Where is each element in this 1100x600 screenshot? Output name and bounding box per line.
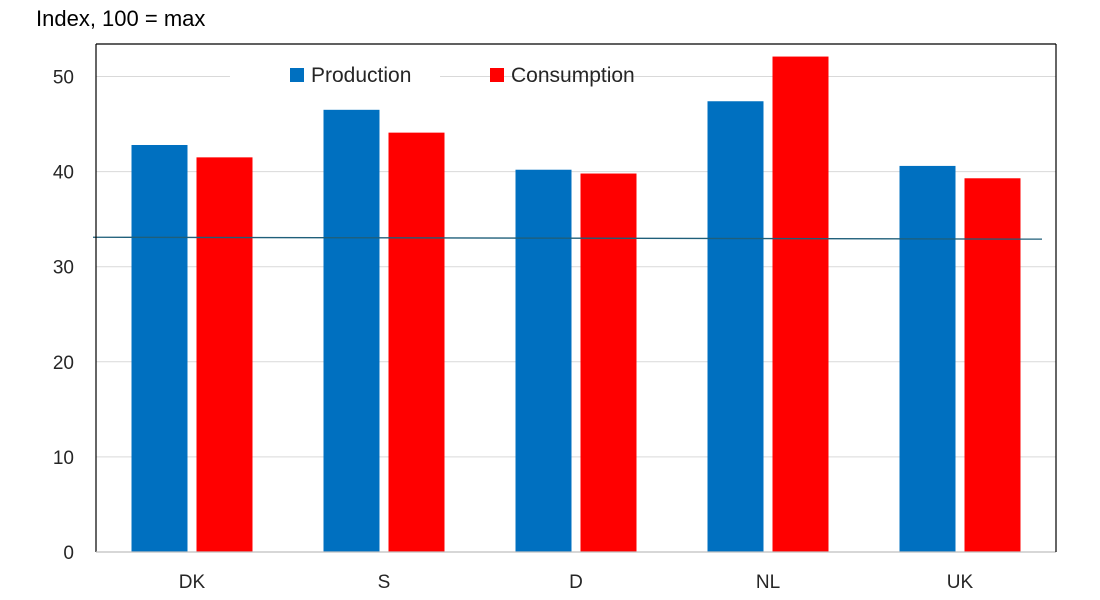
y-tick-label: 40 <box>53 163 74 184</box>
legend-swatch-production <box>290 68 304 82</box>
y-tick-label: 0 <box>63 543 74 564</box>
reference-line <box>92 236 1043 240</box>
axes: 0 10 20 30 40 50 DK S D NL UK <box>53 43 1057 593</box>
bar-consumption-dk <box>196 157 253 552</box>
y-tick-label: 20 <box>53 353 74 374</box>
legend-background <box>230 60 440 88</box>
bar-consumption-nl <box>772 56 829 552</box>
x-tick-label: S <box>378 572 391 593</box>
legend-label-consumption: Consumption <box>511 64 635 87</box>
x-tick-label: DK <box>179 572 206 593</box>
bars <box>131 56 1021 553</box>
legend-swatch-consumption <box>490 68 504 82</box>
bar-production-nl <box>707 101 764 552</box>
bar-production-dk <box>131 144 188 553</box>
x-tick-label: UK <box>947 572 974 593</box>
x-tick-label: D <box>569 572 583 593</box>
bar-consumption-d <box>580 173 637 552</box>
bar-consumption-uk <box>964 178 1021 553</box>
bar-consumption-s <box>388 132 445 552</box>
legend-label-production: Production <box>311 64 411 87</box>
y-tick-label: 10 <box>53 448 74 469</box>
x-tick-label: NL <box>756 572 780 593</box>
y-unit-label: Index, 100 = max <box>36 6 205 31</box>
bar-production-d <box>515 169 572 552</box>
reference-line-group <box>92 236 1043 240</box>
y-tick-label: 30 <box>53 258 74 279</box>
bar-production-uk <box>899 165 956 552</box>
legend: Production Consumption <box>230 60 635 88</box>
y-tick-label: 50 <box>53 68 74 89</box>
bar-production-s <box>323 109 380 553</box>
